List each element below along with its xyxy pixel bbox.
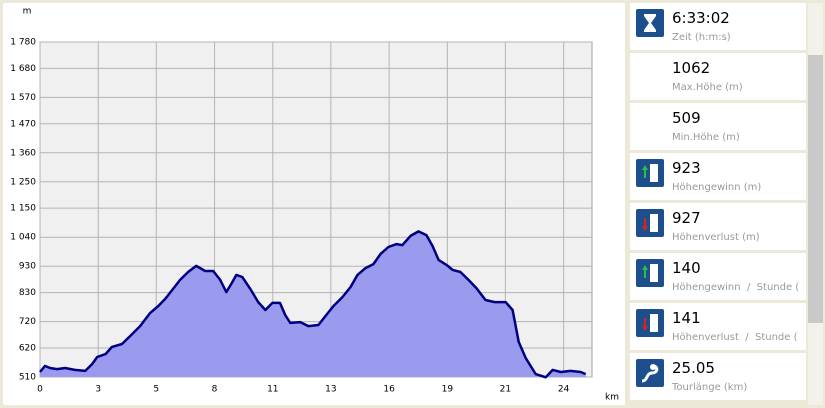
x-tick-label: 3 — [95, 385, 101, 395]
x-tick-label: 16 — [383, 385, 395, 395]
y-tick-label: 1 250 — [10, 177, 36, 187]
stat-label: Höhengewinn (m) — [672, 182, 762, 193]
stat-label: Tourlänge (km) — [672, 382, 748, 393]
y-tick-label: 830 — [19, 288, 36, 298]
distance-icon — [636, 359, 664, 387]
y-tick-label: 1 150 — [10, 204, 36, 214]
stat-label: Höhengewinn / Stunde ( — [672, 282, 800, 293]
stat-value: 927 — [672, 209, 701, 227]
stat-value: 6:33:02 — [672, 9, 730, 27]
y-axis-label: m — [23, 7, 32, 17]
descent-icon — [636, 209, 664, 237]
stat-label: Max.Höhe (m) — [672, 82, 743, 93]
x-tick-label: 24 — [558, 385, 570, 395]
stat-value: 1062 — [672, 59, 711, 77]
ascent-icon — [636, 259, 664, 287]
x-tick-label: 5 — [153, 385, 159, 395]
scrollbar-thumb[interactable] — [808, 55, 823, 323]
x-tick-label: 21 — [500, 385, 511, 395]
descent-icon — [636, 309, 664, 337]
stat-item: 509 Min.Höhe (m) — [630, 103, 806, 150]
y-tick-label: 720 — [19, 317, 36, 327]
y-tick-label: 1 470 — [10, 119, 36, 129]
stat-value: 140 — [672, 259, 701, 277]
stat-item: 25.05 Tourlänge (km) — [630, 353, 806, 400]
stat-item: 6:33:02 Zeit (h:m:s) — [630, 3, 806, 50]
x-tick-label: 19 — [442, 385, 454, 395]
x-axis-label: km — [605, 393, 619, 403]
y-tick-label: 1 780 — [10, 38, 36, 48]
hourglass-icon — [636, 9, 664, 37]
x-tick-label: 0 — [37, 385, 43, 395]
stat-value: 25.05 — [672, 359, 715, 377]
stats-panel: 6:33:02 Zeit (h:m:s) 1062 Max.Höhe (m) 5… — [630, 3, 806, 405]
stat-label: Höhenverlust (m) — [672, 232, 760, 243]
y-tick-label: 1 040 — [10, 233, 36, 243]
stat-item: 923 Höhengewinn (m) — [630, 153, 806, 200]
y-tick-label: 1 680 — [10, 64, 36, 74]
y-tick-label: 1 360 — [10, 148, 36, 158]
stat-value: 141 — [672, 309, 701, 327]
scrollbar[interactable] — [808, 3, 823, 405]
y-tick-label: 930 — [19, 262, 36, 272]
stat-value: 509 — [672, 109, 701, 127]
stat-item: 927 Höhenverlust (m) — [630, 203, 806, 250]
y-tick-label: 1 570 — [10, 93, 36, 103]
stat-label: Höhenverlust / Stunde ( — [672, 332, 798, 343]
profile-line — [39, 230, 587, 379]
stat-value: 923 — [672, 159, 701, 177]
x-tick-label: 13 — [325, 385, 336, 395]
x-tick-label: 11 — [267, 385, 278, 395]
stat-item: 141 Höhenverlust / Stunde ( — [630, 303, 806, 350]
stat-item: 140 Höhengewinn / Stunde ( — [630, 253, 806, 300]
stat-item: 1062 Max.Höhe (m) — [630, 53, 806, 100]
stat-label: Min.Höhe (m) — [672, 132, 740, 143]
y-tick-label: 620 — [19, 343, 36, 353]
ascent-icon — [636, 159, 664, 187]
stat-label: Zeit (h:m:s) — [672, 32, 731, 43]
y-tick-label: 510 — [19, 373, 36, 383]
x-tick-label: 8 — [212, 385, 218, 395]
